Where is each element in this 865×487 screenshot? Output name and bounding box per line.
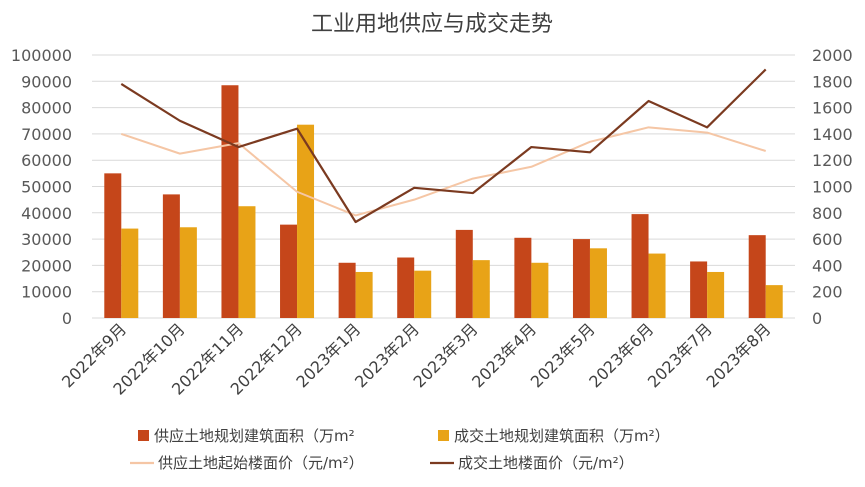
legend-label: 供应土地起始楼面价（元/m²） xyxy=(158,454,364,472)
y-right-tick-label: 600 xyxy=(812,230,843,249)
bar-supply-area xyxy=(572,239,590,318)
y-left-tick-label: 60000 xyxy=(21,151,72,170)
bar-supply-area xyxy=(690,261,708,318)
y-left-tick-label: 100000 xyxy=(11,46,72,65)
line-series xyxy=(120,68,767,224)
gridlines xyxy=(92,54,795,319)
bar-supply-area xyxy=(397,257,415,318)
y-left-tick-label: 80000 xyxy=(21,99,72,118)
y-left-tick-label: 90000 xyxy=(21,72,72,91)
y-left-tick-label: 40000 xyxy=(21,204,72,223)
y-right-tick-label: 1800 xyxy=(812,72,853,91)
bar-deal-area xyxy=(179,227,197,318)
legend: 供应土地规划建筑面积（万m² 成交土地规划建筑面积（万m²） 供应土地起始楼面价（元… xyxy=(130,427,670,472)
y-right-tick-label: 1400 xyxy=(812,125,853,144)
legend-label: 成交土地规划建筑面积（万m²） xyxy=(454,427,670,445)
x-axis-labels: 2022年9月2022年10月2022年11月2022年12月2023年1月20… xyxy=(58,319,774,398)
line-deal-price xyxy=(120,68,767,224)
bar-supply-area xyxy=(221,85,239,319)
bar-deal-area xyxy=(121,228,139,318)
y-right-tick-label: 1600 xyxy=(812,99,853,118)
chart-title: 工业用地供应与成交走势 xyxy=(311,12,553,37)
bar-deal-area xyxy=(589,248,607,318)
y-right-tick-label: 1000 xyxy=(812,178,853,197)
bar-deal-area xyxy=(765,285,783,318)
bar-deal-area xyxy=(355,271,373,318)
bar-deal-area xyxy=(297,124,315,318)
y-right-tick-label: 1200 xyxy=(812,151,853,170)
y-left-tick-label: 30000 xyxy=(21,230,72,249)
bar-deal-area xyxy=(238,206,256,318)
y-left-tick-label: 0 xyxy=(62,309,72,328)
bar-supply-area xyxy=(280,224,298,318)
y-right-tick-label: 800 xyxy=(812,204,843,223)
legend-swatch xyxy=(138,430,149,441)
y-right-tick-label: 0 xyxy=(812,309,822,328)
bar-supply-area xyxy=(455,229,473,318)
y-left-tick-label: 70000 xyxy=(21,125,72,144)
legend-swatch xyxy=(438,430,449,441)
bar-supply-area xyxy=(514,237,532,318)
bar-supply-area xyxy=(338,262,356,318)
bar-supply-area xyxy=(104,173,122,318)
bar-deal-area xyxy=(648,253,666,318)
y-right-tick-label: 400 xyxy=(812,256,843,275)
bar-deal-area xyxy=(707,271,725,318)
y-axis-right: 0 200 400 600 800 1000 1200 1400 1600 1800 2000 xyxy=(812,46,853,328)
bar-supply-area xyxy=(748,235,766,318)
y-left-tick-label: 50000 xyxy=(21,178,72,197)
legend-label: 供应土地规划建筑面积（万m² xyxy=(154,427,355,445)
bar-deal-area xyxy=(414,270,432,318)
bar-deal-area xyxy=(472,260,490,318)
y-left-tick-label: 10000 xyxy=(21,283,72,302)
y-right-tick-label: 200 xyxy=(812,283,843,302)
y-right-tick-label: 2000 xyxy=(812,46,853,65)
line-supply-price xyxy=(120,126,767,217)
bar-series xyxy=(104,85,783,319)
y-left-tick-label: 20000 xyxy=(21,256,72,275)
legend-label: 成交土地楼面价（元/m²） xyxy=(458,454,634,472)
bar-deal-area xyxy=(531,262,549,318)
y-axis-left: 0 10000 20000 30000 40000 50000 60000 70000 8000… xyxy=(11,46,72,328)
bar-supply-area xyxy=(631,214,649,318)
bar-supply-area xyxy=(162,194,180,318)
